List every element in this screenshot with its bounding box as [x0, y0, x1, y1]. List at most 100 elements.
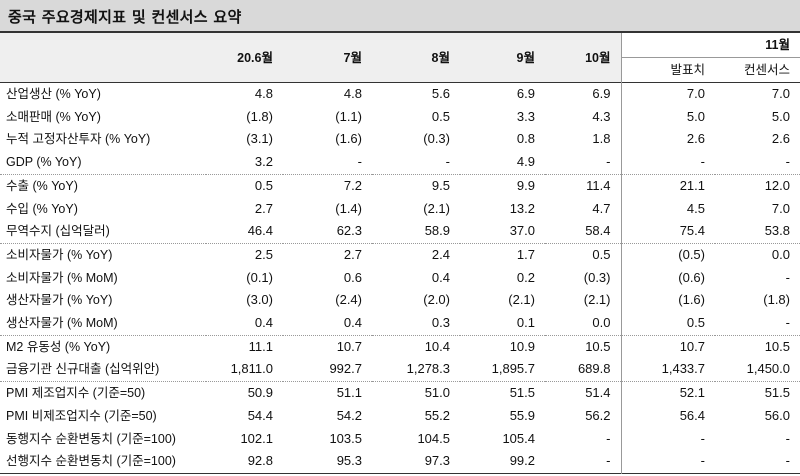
row-value: 37.0 — [509, 223, 535, 239]
header-actual: 발표치 — [620, 57, 715, 83]
row-value: 51.5 — [764, 385, 790, 401]
row-label: M2 유동성 (% YoY) — [6, 339, 111, 354]
row-value: 95.3 — [336, 453, 362, 469]
row-label: 동행지수 순환변동치 (기준=100) — [6, 431, 176, 446]
table-row: 생산자물가 (% MoM) 0.4 0.4 0.3 0.1 0.0 0.5 - — [0, 312, 800, 336]
header-period-3: 9월 — [460, 33, 545, 83]
row-value: - — [785, 430, 790, 446]
row-label: 선행지수 순환변동치 (기준=100) — [6, 454, 176, 469]
row-value: 689.8 — [577, 361, 611, 377]
row-value: 55.9 — [509, 407, 535, 423]
row-value: - — [785, 453, 790, 469]
row-label: PMI 제조업지수 (기준=50) — [6, 386, 146, 401]
table-row: 생산자물가 (% YoY) (3.0) (2.4) (2.0) (2.1) (2.1) (1… — [0, 289, 800, 313]
row-value: (0.3) — [423, 131, 450, 147]
row-value: (2.4) — [335, 292, 362, 308]
row-value: 92.8 — [247, 453, 273, 469]
row-value: 9.9 — [516, 177, 535, 193]
row-value: 54.4 — [247, 407, 273, 423]
table-row: 금융기관 신규대출 (십억위안) 1,811.0 992.7 1,278.3 1,895… — [0, 358, 800, 382]
table-row: 산업생산 (% YoY) 4.8 4.8 5.6 6.9 6.9 7.0 7.0 — [0, 82, 800, 106]
header-period-1: 7월 — [283, 33, 372, 83]
row-value: (1.6) — [335, 131, 362, 147]
row-value: 0.2 — [516, 269, 535, 285]
table-row: 소비자물가 (% YoY) 2.5 2.7 2.4 1.7 0.5 (0.5) 0.0 — [0, 243, 800, 267]
row-value: 56.0 — [764, 407, 790, 423]
row-value: 12.0 — [764, 177, 790, 193]
row-value: 0.0 — [771, 246, 790, 262]
row-value: (2.1) — [583, 292, 611, 308]
row-value: 5.0 — [620, 105, 715, 129]
row-value: 2.4 — [431, 246, 450, 262]
row-value: 58.4 — [585, 223, 611, 239]
row-value: 6.9 — [516, 86, 535, 101]
table-row: PMI 비제조업지수 (기준=50) 54.4 54.2 55.2 55.9 56.2 56… — [0, 404, 800, 428]
row-label: GDP (% YoY) — [6, 155, 82, 170]
header-consensus: 컨센서스 — [743, 63, 790, 77]
row-value: (1.8) — [763, 292, 790, 308]
page-title: 중국 주요경제지표 및 컨센서스 요약 — [8, 8, 242, 26]
row-value: (1.4) — [335, 200, 362, 216]
table-row: 누적 고정자산투자 (% YoY) (3.1) (1.6) (0.3) 0.8 1.8 2.… — [0, 128, 800, 152]
row-value: 4.7 — [592, 200, 611, 216]
row-value: (3.1) — [246, 131, 273, 147]
row-label: 생산자물가 (% MoM) — [6, 316, 118, 331]
row-value: 0.5 — [592, 246, 611, 262]
row-value: 4.9 — [516, 154, 535, 170]
table-row: 소매판매 (% YoY) (1.8) (1.1) 0.5 3.3 4.3 5.0 5.0 — [0, 105, 800, 129]
table-row: 동행지수 순환변동치 (기준=100) 102.1 103.5 104.5 105.4 -… — [0, 427, 800, 451]
table-row: 소비자물가 (% MoM) (0.1) 0.6 0.4 0.2 (0.3) (0.6) - — [0, 266, 800, 290]
row-value: 1,811.0 — [230, 361, 273, 377]
row-value: 992.7 — [329, 361, 362, 377]
row-value: 53.8 — [764, 223, 790, 239]
row-value: (3.0) — [246, 292, 273, 308]
row-value: - — [620, 151, 715, 175]
row-value: 10.4 — [424, 338, 450, 354]
header-corner-2 — [0, 57, 206, 83]
table-row: 선행지수 순환변동치 (기준=100) 92.8 95.3 97.3 99.2- - - — [0, 450, 800, 474]
row-value: 0.4 — [343, 315, 362, 331]
row-value: 54.2 — [336, 407, 362, 423]
row-value: 10.5 — [764, 338, 790, 354]
row-value: 7.0 — [771, 86, 790, 101]
row-value: 55.2 — [424, 407, 450, 423]
row-value: 50.9 — [247, 385, 273, 401]
row-value: 0.5 — [620, 312, 715, 336]
header-period-4: 10월 — [545, 33, 621, 83]
row-value: 105.4 — [502, 430, 535, 446]
row-label: 무역수지 (십억달러) — [6, 224, 110, 239]
row-value: 11.4 — [586, 177, 611, 193]
row-label: PMI 비제조업지수 (기준=50) — [6, 408, 157, 423]
row-value: (2.1) — [508, 292, 535, 308]
row-value: 0.0 — [592, 315, 611, 331]
row-label: 수입 (% YoY) — [6, 201, 78, 216]
row-value: 1,433.7 — [620, 358, 715, 382]
row-value: 2.5 — [254, 246, 273, 262]
row-value: 0.4 — [254, 315, 273, 331]
row-value: 51.4 — [585, 385, 611, 401]
row-value: 102.1 — [240, 430, 273, 446]
row-value: 3.3 — [516, 108, 535, 124]
row-label: 금융기관 신규대출 (십억위안) — [6, 362, 160, 377]
row-value: 10.5 — [585, 338, 611, 354]
table-row: 수출 (% YoY) 0.5 7.2 9.5 9.9 11.4 21.1 12.0 — [0, 174, 800, 198]
row-value: 0.3 — [431, 315, 450, 331]
row-label: 소비자물가 (% YoY) — [6, 247, 113, 262]
row-value: 58.9 — [424, 223, 450, 239]
row-value: (0.3) — [583, 269, 611, 285]
row-value: (0.6) — [620, 266, 715, 290]
row-label: 수출 (% YoY) — [6, 178, 78, 193]
row-value: 21.1 — [620, 174, 715, 198]
row-value: 7.2 — [343, 177, 362, 193]
row-value: 56.4 — [620, 404, 715, 428]
row-label: 누적 고정자산투자 (% YoY) — [6, 132, 151, 147]
row-value: 10.7 — [620, 335, 715, 359]
table-row: GDP (% YoY) 3.2- -4.9- - - — [0, 151, 800, 175]
row-value: 56.2 — [585, 407, 611, 423]
header-period-0: 20.6월 — [206, 33, 283, 83]
header-corner — [0, 33, 206, 58]
row-value: 2.7 — [254, 200, 273, 216]
row-value: - — [606, 453, 611, 469]
row-value: 10.9 — [509, 338, 535, 354]
header-row-2: 발표치 컨센서스 — [0, 57, 800, 83]
